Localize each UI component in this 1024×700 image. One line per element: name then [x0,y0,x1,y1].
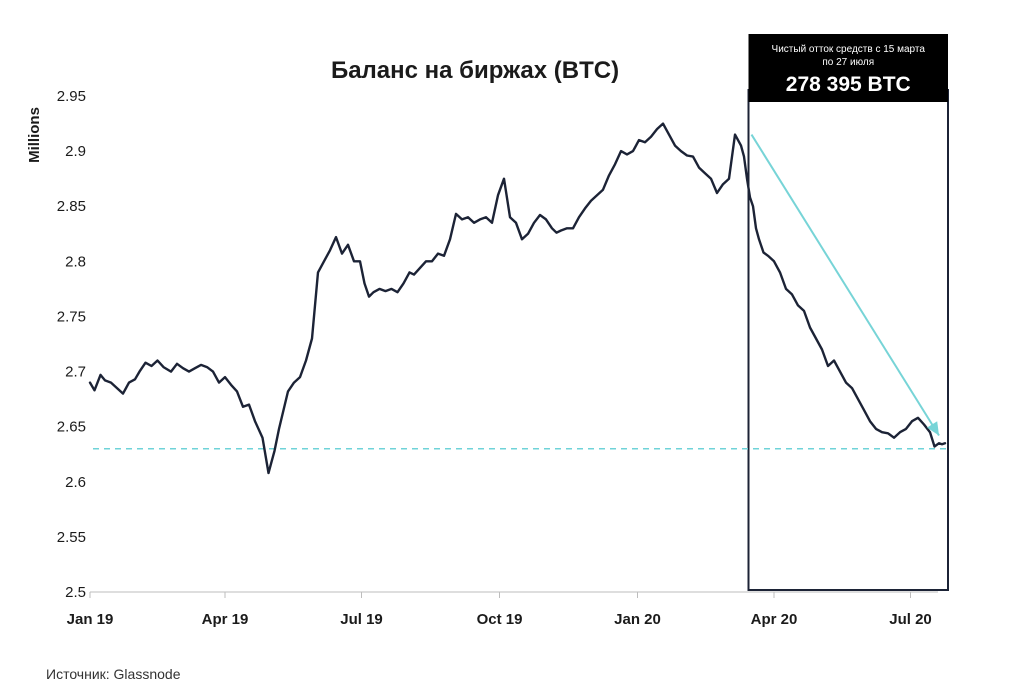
highlight-header [748,34,948,102]
y-axis-ticks: 2.95 2.9 2.85 2.8 2.75 2.7 2.65 2.6 2.55 2.5 [57,88,86,601]
trend-arrow-line [750,134,940,437]
y-tick-label: 2.55 [57,529,86,546]
highlight-caption-line2: по 27 июля [822,57,874,68]
source-note: Источник: Glassnode [46,666,181,682]
x-tick-label: Oct 19 [477,611,523,628]
x-tick-label: Apr 20 [751,611,798,628]
x-tick-label: Jan 20 [614,611,661,628]
series-line [88,122,947,475]
x-tick-label: Jul 20 [889,611,932,628]
chart-title: Баланс на биржах (BTC) [331,57,619,84]
y-tick-label: 2.85 [57,198,86,215]
y-axis-label: Millions [26,107,43,163]
highlight-box [747,89,949,591]
highlight-value: 278 395 BTC [786,73,911,96]
y-tick-label: 2.7 [65,364,86,381]
x-tick-label: Jul 19 [340,611,383,628]
y-tick-label: 2.8 [65,253,86,270]
y-tick-label: 2.95 [57,88,86,105]
y-tick-label: 2.5 [65,584,86,601]
x-axis: Jan 19 Apr 19 Jul 19 Oct 19 Jan 20 Apr 20 Jul … [67,591,938,628]
highlight-region: Чистый отток средств с 15 марта по 27 июл… [747,34,949,591]
y-tick-label: 2.6 [65,474,86,491]
trend-arrow-group [750,134,940,437]
y-tick-label: 2.65 [57,419,86,436]
y-tick-label: 2.9 [65,143,86,160]
x-tick-label: Apr 19 [202,611,249,628]
trend-arrow-head [927,421,939,436]
highlight-caption-line1: Чистый отток средств с 15 марта [772,44,926,55]
y-tick-label: 2.75 [57,308,86,325]
series-group [88,122,947,475]
x-tick-label: Jan 19 [67,611,114,628]
